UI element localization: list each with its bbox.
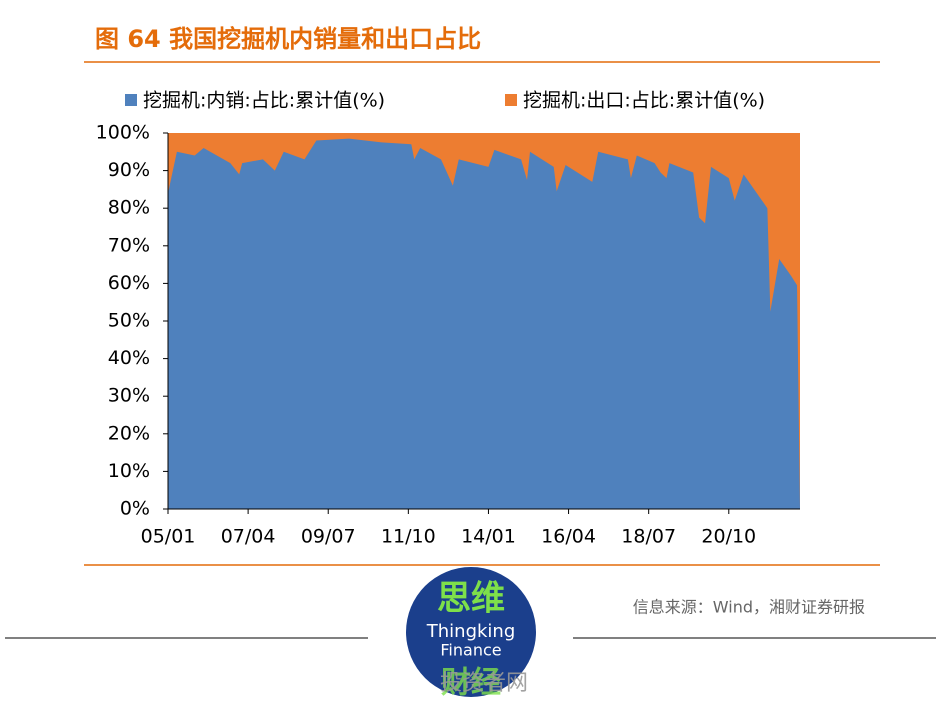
y-tick-label: 80%: [108, 197, 150, 219]
x-tick-label: 05/01: [141, 526, 196, 548]
source: 信息来源：Wind，湘财证券研报: [633, 598, 865, 617]
y-tick-label: 20%: [108, 422, 150, 444]
y-tick-label: 40%: [108, 347, 150, 369]
logo-text: Thingking: [426, 621, 516, 642]
y-tick-label: 70%: [108, 234, 150, 256]
y-tick-label: 50%: [108, 310, 150, 332]
logo-text: 思维: [437, 579, 505, 619]
x-tick-label: 14/01: [461, 526, 516, 548]
legend-swatch: [505, 94, 517, 106]
y-tick-label: 100%: [96, 122, 150, 144]
watermark: 思维 Thingking Finance 财经 投资者网: [406, 567, 536, 701]
area-domestic: [168, 138, 800, 509]
x-tick-label: 11/10: [381, 526, 436, 548]
legend-label: 挖掘机:出口:占比:累计值(%): [523, 90, 765, 112]
site-text: 投资者网: [440, 671, 528, 696]
logo-text: Finance: [440, 641, 501, 660]
y-tick-label: 60%: [108, 272, 150, 294]
x-tick-label: 18/07: [621, 526, 676, 548]
chart-title: 图 64 我国挖掘机内销量和出口占比: [95, 25, 481, 53]
x-tick-label: 09/07: [301, 526, 356, 548]
y-tick-label: 10%: [108, 460, 150, 482]
logo-text: 财经: [441, 666, 501, 701]
logo-circle: [406, 567, 536, 697]
y-tick-label: 90%: [108, 159, 150, 181]
y-tick-label: 0%: [120, 498, 150, 520]
x-tick-label: 20/10: [701, 526, 756, 548]
y-tick-label: 30%: [108, 385, 150, 407]
x-tick-label: 07/04: [221, 526, 276, 548]
legend-label: 挖掘机:内销:占比:累计值(%): [143, 90, 385, 112]
plot: [168, 133, 800, 509]
legend-swatch: [125, 94, 137, 106]
x-tick-label: 16/04: [541, 526, 596, 548]
